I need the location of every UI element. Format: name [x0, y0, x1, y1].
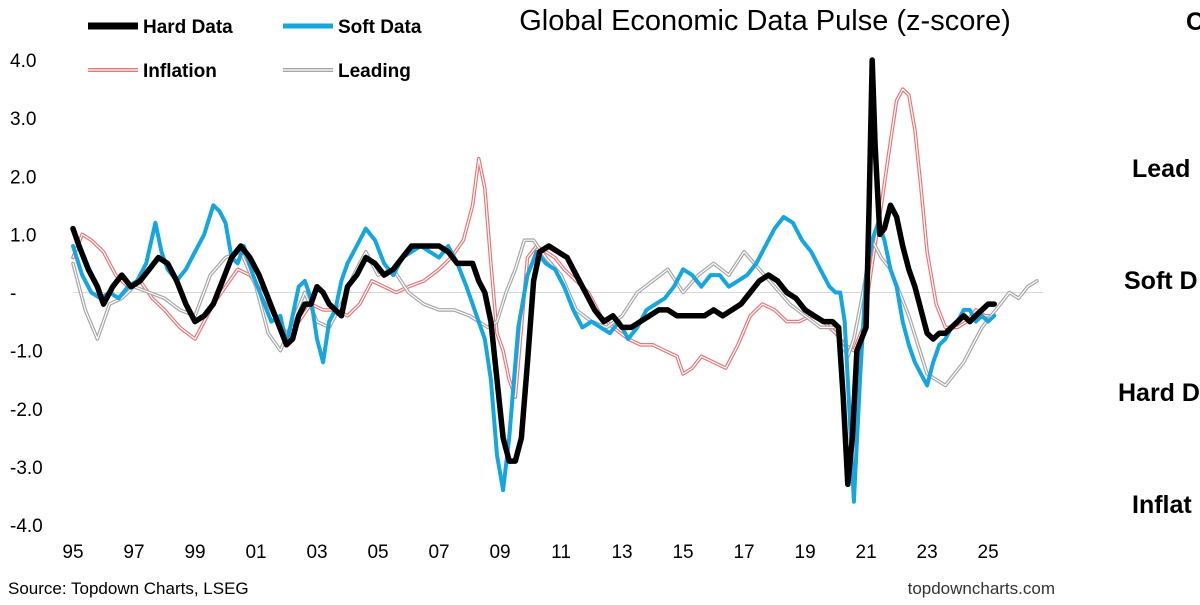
x-tick-label: 95	[62, 542, 83, 563]
y-tick-label: -4.0	[10, 516, 43, 537]
x-tick-label: 15	[672, 542, 693, 563]
x-tick-label: 03	[306, 542, 327, 563]
website-label: topdowncharts.com	[908, 579, 1055, 598]
x-tick-label: 99	[184, 542, 205, 563]
x-tick-label: 97	[123, 542, 144, 563]
right-panel-label: Soft D	[1124, 267, 1198, 295]
leading-series-line	[71, 238, 1039, 388]
legend-label-inflation: Inflation	[143, 61, 217, 82]
x-tick-label: 17	[733, 542, 754, 563]
x-tick-label: 23	[917, 542, 938, 563]
x-tick-label: 19	[795, 542, 816, 563]
right-panel-partial-title: C	[1186, 8, 1200, 36]
right-panel-label: Lead	[1132, 155, 1190, 183]
x-tick-label: 21	[856, 542, 877, 563]
series-layer	[70, 57, 1039, 504]
y-tick-label: 2.0	[10, 167, 36, 188]
y-axis: 4.0 3.0 2.0 1.0 - -1.0 -2.0 -3.0 -4.0	[10, 51, 43, 537]
leading-series-line-inner	[72, 239, 1038, 387]
y-tick-label: 1.0	[10, 225, 36, 246]
y-tick-label: -2.0	[10, 400, 43, 421]
x-tick-label: 11	[551, 542, 571, 563]
x-tick-label: 05	[367, 542, 388, 563]
right-panel-label: Hard D	[1118, 379, 1200, 407]
y-tick-label: 4.0	[10, 51, 36, 72]
y-tick-label: -	[10, 284, 16, 305]
x-tick-label: 25	[978, 542, 999, 563]
x-tick-label: 07	[428, 542, 449, 563]
legend: Hard Data Soft Data Inflation Leading	[88, 17, 422, 82]
source-note: Source: Topdown Charts, LSEG	[8, 579, 249, 598]
y-tick-label: 3.0	[10, 109, 36, 130]
y-tick-label: -3.0	[10, 458, 43, 479]
right-panel-label: Inflat	[1132, 491, 1192, 519]
legend-label-soft-data: Soft Data	[338, 17, 422, 38]
x-tick-label: 01	[245, 542, 266, 563]
chart-title: Global Economic Data Pulse (z-score)	[519, 5, 1011, 37]
legend-label-leading: Leading	[338, 61, 411, 82]
right-panel-labels: Lead Soft D Hard D Inflat	[1118, 155, 1200, 519]
hard-data-series-line	[70, 57, 997, 488]
y-tick-label: -1.0	[10, 342, 43, 363]
x-axis: 95 97 99 01 03 05 07 09 11 13 15 17 19 21 23 25	[62, 542, 998, 563]
x-tick-label: 09	[489, 542, 510, 563]
legend-label-hard-data: Hard Data	[143, 17, 233, 38]
x-tick-label: 13	[611, 542, 632, 563]
